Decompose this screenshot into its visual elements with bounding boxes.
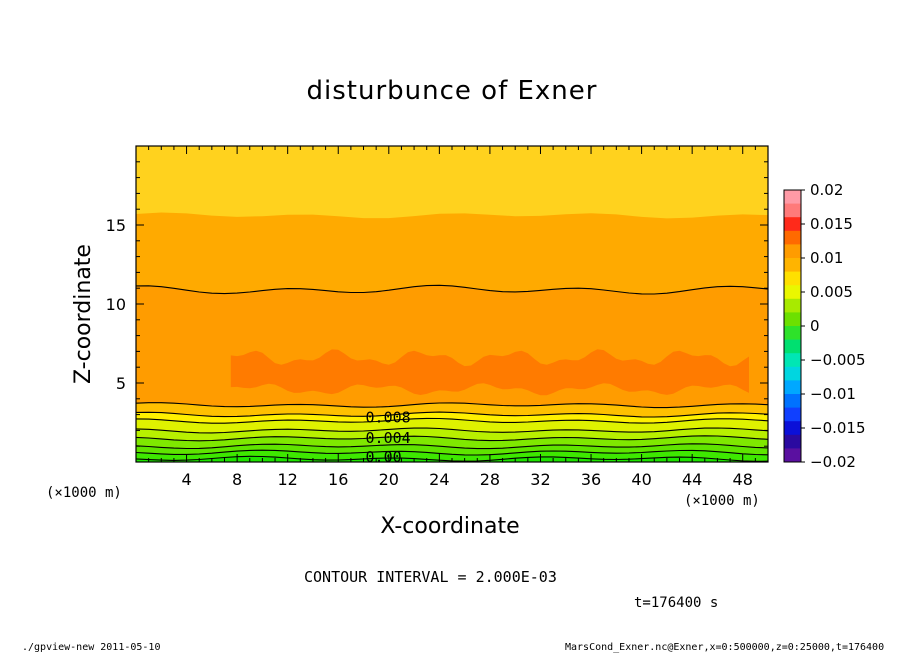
colorbar-label: 0.015 [810,215,853,233]
footer-right: MarsCond_Exner.nc@Exner,x=0:500000,z=0:2… [565,642,885,653]
colorbar-segment [784,258,801,273]
colorbar-segment [784,394,801,409]
y-tick-label: 5 [116,374,126,393]
colorbar-segment [784,190,801,205]
x-unit-right: (×1000 m) [684,493,760,509]
colorbar-label: 0.01 [810,249,843,267]
colorbar-label: −0.02 [810,453,856,471]
x-tick-label: 36 [581,470,601,489]
x-tick-label: 24 [429,470,449,489]
contour-line [135,402,769,409]
colorbar-label: −0.005 [810,351,866,369]
colorbar-label: −0.015 [810,419,866,437]
x-axis-label: X-coordinate [380,514,520,539]
colorbar-segment [784,434,801,449]
contour-interval-note: CONTOUR INTERVAL = 2.000E-03 [304,568,557,586]
core-region [230,349,750,396]
x-tick-label: 48 [733,470,753,489]
colorbar-label: 0.02 [810,181,843,199]
y-tick-label: 15 [106,216,126,235]
chart-title: disturbunce of Exner [306,76,598,106]
x-tick-label: 12 [278,470,298,489]
contour-label: 0.00 [366,448,402,466]
colorbar-segment [784,312,801,327]
colorbar-segment [784,448,801,463]
colorbar-label: 0 [810,317,820,335]
colorbar-segment [784,217,801,232]
contour-line [135,411,769,418]
x-tick-label: 20 [379,470,399,489]
x-tick-label: 16 [328,470,348,489]
colorbar-segment [784,244,801,259]
contour-line [135,449,769,456]
colorbar-segment [784,353,801,368]
x-tick-label: 40 [631,470,651,489]
contour-line [135,435,769,442]
contour-line [135,427,769,434]
colorbar-segment [784,298,801,313]
colorbar-segment [784,366,801,381]
colorbar-segment [784,203,801,218]
footer-left: ./gpview-new 2011-05-10 [22,642,161,653]
contour-label: 0.004 [366,429,411,447]
colorbar-segment [784,421,801,436]
colorbar-segment [784,380,801,395]
colorbar-segment [784,326,801,341]
contour-label: 0.008 [366,408,411,426]
x-unit-left: (×1000 m) [46,485,122,501]
x-tick-label: 32 [530,470,550,489]
band-low-8 [136,456,768,462]
colorbar-label: −0.01 [810,385,856,403]
x-tick-label: 44 [682,470,702,489]
x-tick-label: 8 [232,470,242,489]
colorbar-segment [784,271,801,286]
contour-line [135,443,769,450]
time-stamp: t=176400 s [634,595,719,611]
y-tick-label: 10 [106,295,126,314]
colorbar-segment [784,339,801,354]
colorbar-segment [784,285,801,300]
x-tick-label: 28 [480,470,500,489]
colorbar-segment [784,407,801,422]
colorbar-segment [784,230,801,245]
contour-line [135,417,769,424]
x-tick-label: 4 [181,470,191,489]
contour-line [135,284,769,295]
colorbar-label: 0.005 [810,283,853,301]
